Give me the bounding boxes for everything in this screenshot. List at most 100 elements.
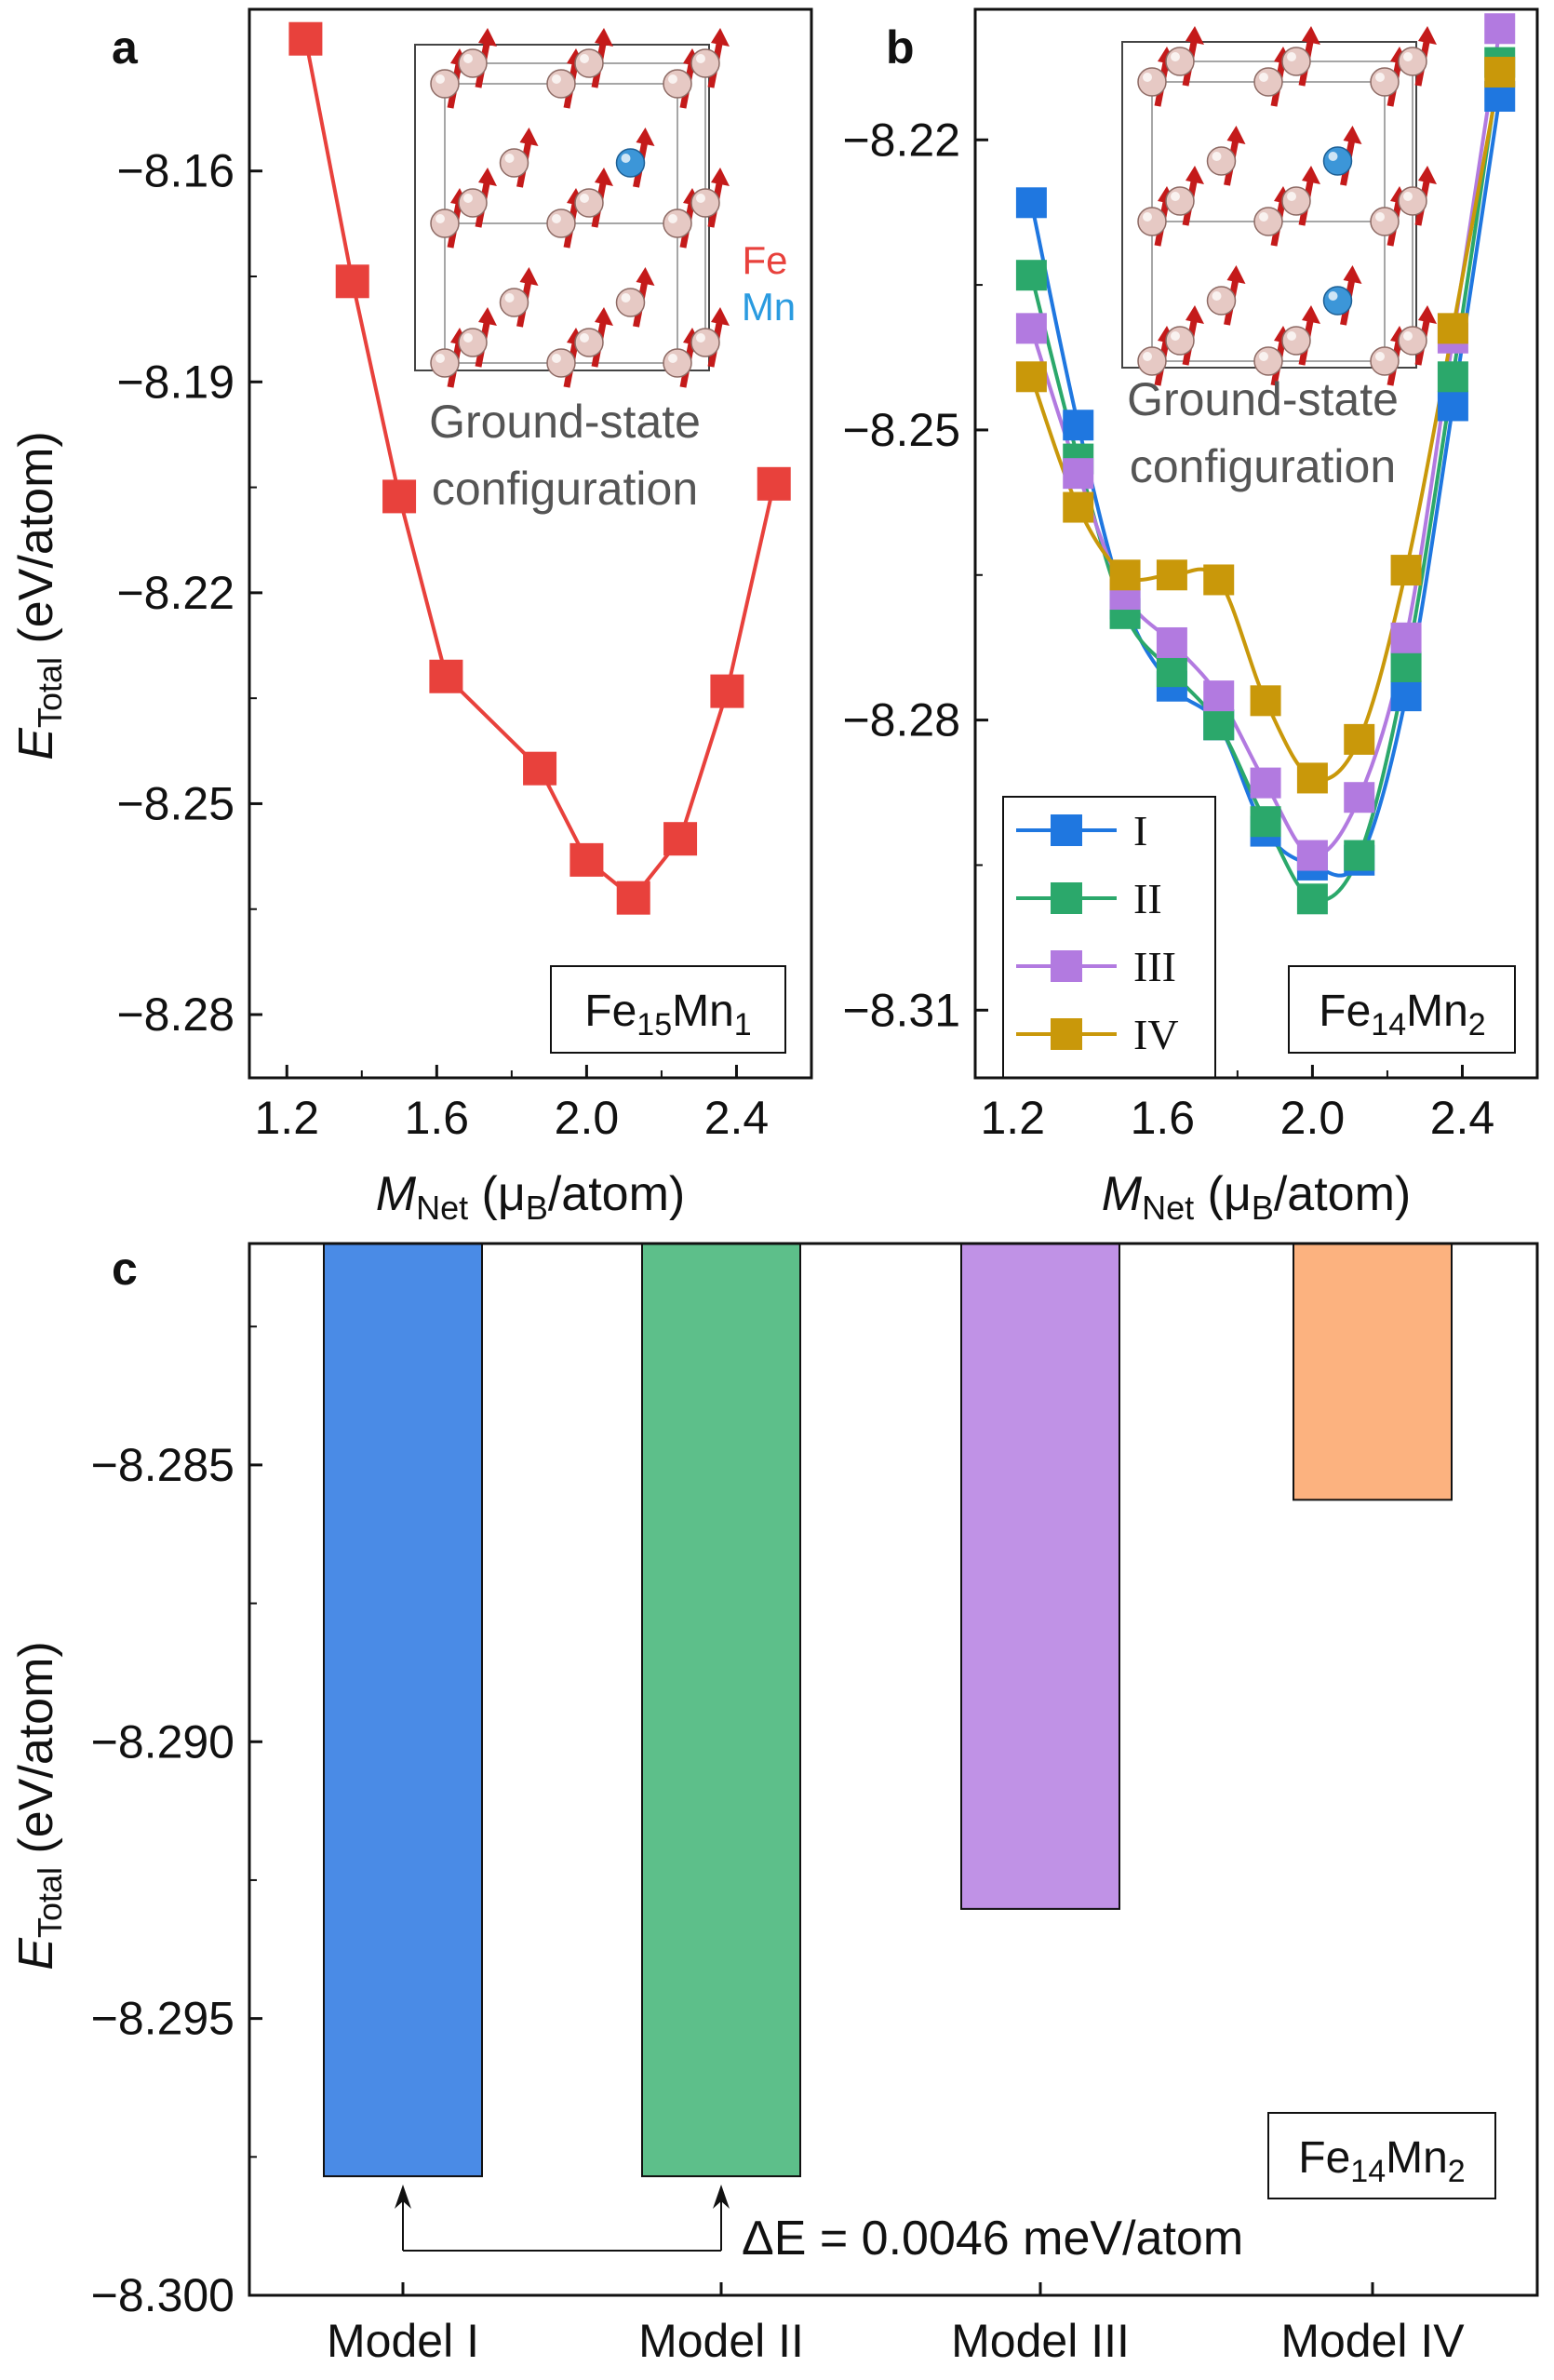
atom-highlight bbox=[1259, 73, 1268, 82]
spin-arrowhead bbox=[1186, 26, 1204, 45]
spin-arrowhead bbox=[711, 28, 730, 47]
atom-highlight bbox=[435, 214, 445, 223]
atom-highlight bbox=[1287, 192, 1296, 201]
inset-label-mn: Mn bbox=[742, 285, 796, 329]
data-point-Fe15Mn1 bbox=[663, 822, 698, 856]
spin-arrowhead bbox=[1186, 166, 1204, 184]
atom-highlight bbox=[1212, 291, 1222, 301]
x-tick-label: 1.2 bbox=[981, 1092, 1046, 1144]
atom-highlight bbox=[1171, 192, 1180, 201]
legend-marker-III bbox=[1051, 950, 1082, 982]
panel-letter-a: a bbox=[112, 21, 139, 74]
data-point-IV bbox=[1203, 564, 1235, 596]
fe-atom bbox=[1206, 146, 1237, 176]
data-point-Fe15Mn1 bbox=[429, 659, 463, 693]
bar-model-i bbox=[323, 1243, 483, 2178]
panel-b-x-axis-title: MNet (μB/atom) bbox=[1102, 1167, 1411, 1227]
spin-arrowhead bbox=[595, 28, 613, 47]
spin-arrowhead bbox=[478, 28, 497, 47]
atom-highlight bbox=[1143, 352, 1152, 361]
atom-highlight bbox=[1328, 291, 1338, 301]
x-tick-label: 2.0 bbox=[1280, 1092, 1346, 1144]
fe-atom bbox=[1165, 186, 1195, 216]
y-tick-label: −8.22 bbox=[116, 567, 234, 619]
data-point-III bbox=[1296, 840, 1328, 871]
atom-highlight bbox=[696, 333, 705, 343]
atom-highlight bbox=[1403, 192, 1413, 201]
spin-arrowhead bbox=[519, 128, 539, 146]
svg-text:ETotal (eV/atom): ETotal (eV/atom) bbox=[9, 1641, 69, 1970]
delta-e-label: ΔE = 0.0046 meV/atom bbox=[742, 2212, 1243, 2266]
panel-c-ticks: −8.285 −8.290 −8.295 −8.300 Model I Model II M… bbox=[91, 1325, 1465, 2367]
panel-c-compound-label: Fe14Mn2 bbox=[1267, 2112, 1496, 2199]
fe-atom bbox=[615, 288, 646, 317]
fe-atom bbox=[1398, 326, 1427, 356]
x-tick-label: 2.0 bbox=[555, 1092, 620, 1144]
atom-highlight bbox=[1375, 212, 1385, 222]
data-point-IV bbox=[1344, 723, 1375, 755]
atom-highlight bbox=[1375, 352, 1385, 361]
x-tick-label: 1.6 bbox=[1131, 1092, 1196, 1144]
data-point-I bbox=[1063, 410, 1094, 441]
atom-highlight bbox=[668, 354, 677, 363]
atom-highlight bbox=[668, 74, 677, 84]
fe-atom bbox=[1370, 346, 1400, 376]
fe-atom bbox=[546, 208, 576, 238]
data-point-II bbox=[1203, 709, 1235, 741]
panel-a-x-axis-title: MNet (μB/atom) bbox=[376, 1167, 685, 1227]
x-tick-label: Model I bbox=[327, 2315, 479, 2367]
x-tick-label: Model III bbox=[951, 2315, 1130, 2367]
y-tick-label: −8.16 bbox=[116, 145, 234, 197]
atom-highlight bbox=[435, 354, 445, 363]
data-point-II bbox=[1390, 651, 1422, 682]
atom-highlight bbox=[463, 54, 473, 63]
data-point-III bbox=[1203, 680, 1235, 712]
atom-highlight bbox=[621, 154, 631, 163]
fe-atom bbox=[574, 48, 604, 78]
panel-a-frame bbox=[248, 7, 813, 1080]
fe-atom bbox=[1253, 346, 1283, 376]
panel-b-ticks: 1.2 1.6 2.0 2.4 −8.22 −8.25 −8.28 −8.31 bbox=[842, 114, 1494, 1144]
atom-highlight bbox=[621, 293, 631, 303]
spin-arrowhead bbox=[519, 267, 539, 286]
atom-highlight bbox=[580, 54, 589, 63]
atom-highlight bbox=[1143, 73, 1152, 82]
spin-arrowhead bbox=[1186, 305, 1204, 324]
fe-atom bbox=[1281, 186, 1311, 216]
fe-atom bbox=[1165, 47, 1195, 76]
data-point-II bbox=[1437, 361, 1468, 393]
fe-atom bbox=[1370, 67, 1400, 97]
data-point-IV bbox=[1437, 313, 1468, 344]
x-tick-label: Model II bbox=[638, 2315, 804, 2367]
inset-crystal-a bbox=[430, 28, 730, 388]
y-tick-label: −8.300 bbox=[91, 2269, 234, 2321]
y-tick-label: −8.28 bbox=[116, 988, 234, 1041]
panel-a: a ETotal (eV/atom) 1.2 1.6 2.0 2.4 −8.16 −8.1… bbox=[9, 7, 813, 1227]
bar-model-iii bbox=[960, 1243, 1120, 1910]
data-point-Fe15Mn1 bbox=[757, 466, 791, 501]
fe-atom bbox=[1253, 67, 1283, 97]
atom-highlight bbox=[696, 54, 705, 63]
atom-highlight bbox=[463, 194, 473, 203]
data-point-I bbox=[1390, 680, 1422, 712]
atom-highlight bbox=[1171, 52, 1180, 61]
spin-arrowhead bbox=[1418, 166, 1437, 184]
data-point-I bbox=[1437, 390, 1468, 422]
delta-annotation: ΔE = 0.0046 meV/atom bbox=[395, 2185, 1243, 2266]
data-point-I bbox=[1015, 187, 1047, 219]
atom-highlight bbox=[504, 154, 515, 163]
atom-highlight bbox=[463, 333, 473, 343]
spin-arrowhead bbox=[711, 168, 730, 186]
atom-highlight bbox=[1403, 331, 1413, 341]
panel-a-y-axis-title: ETotal (eV/atom) bbox=[9, 431, 69, 760]
data-point-III bbox=[1390, 622, 1422, 653]
svg-text:Fe15Mn1: Fe15Mn1 bbox=[584, 987, 751, 1042]
atom-highlight bbox=[580, 333, 589, 343]
data-point-IV bbox=[1063, 491, 1094, 523]
data-point-Fe15Mn1 bbox=[710, 674, 744, 708]
bar-model-ii bbox=[641, 1243, 801, 2178]
x-tick-label: 2.4 bbox=[1430, 1092, 1495, 1144]
data-point-III bbox=[1063, 458, 1094, 490]
